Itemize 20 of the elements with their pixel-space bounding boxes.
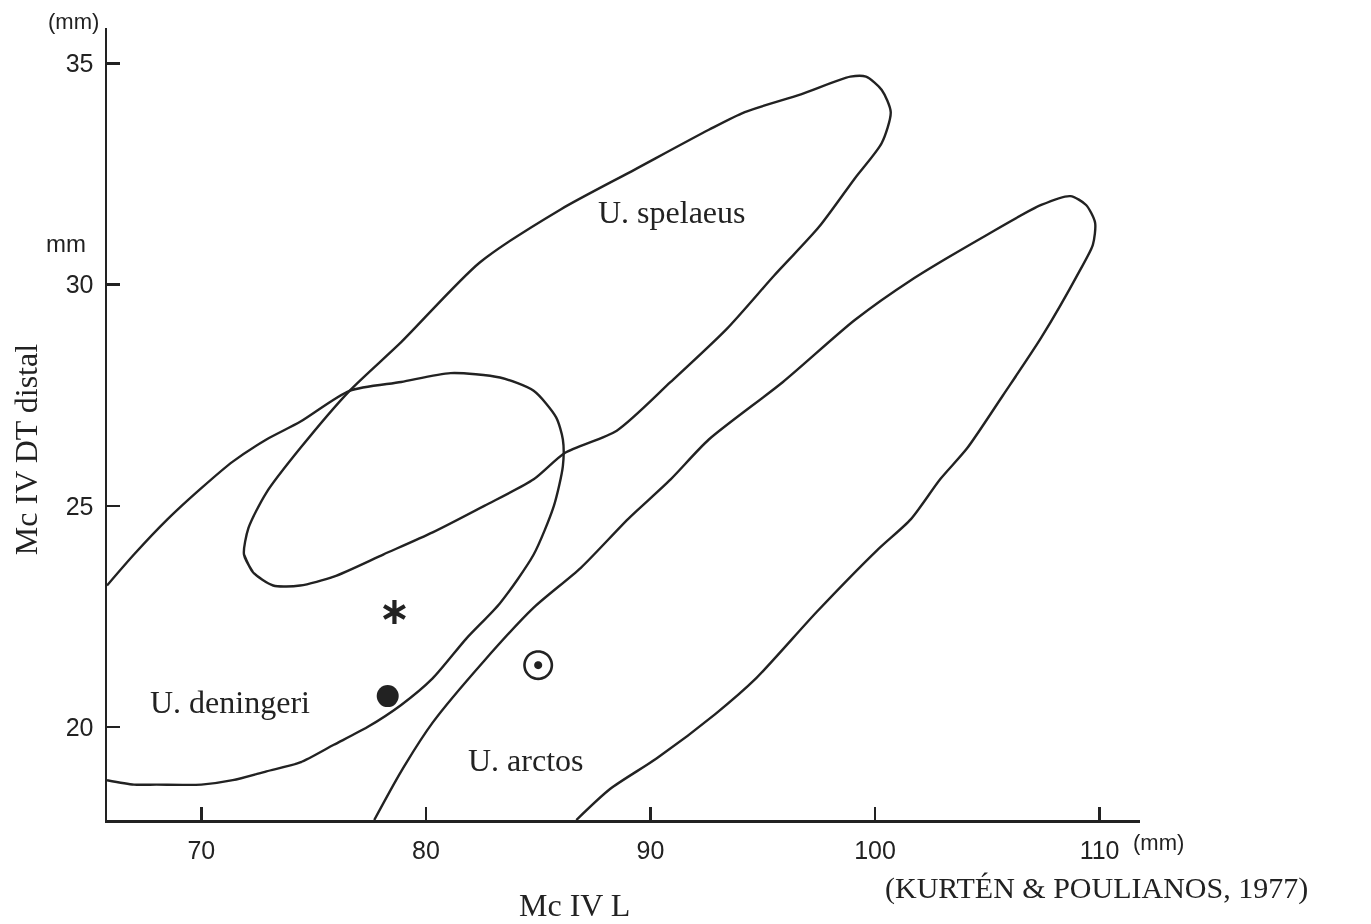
series-label: U. spelaeus	[598, 194, 746, 230]
point	[383, 600, 406, 625]
y-tick-label: 25	[65, 491, 94, 520]
y-axis-title: Mc IV DT distal	[7, 343, 44, 556]
text: mm	[46, 230, 86, 257]
series-label: U. arctos	[468, 742, 584, 778]
x-tick-label: 70	[187, 835, 216, 864]
text: (mm)	[48, 9, 100, 34]
y-tick-label: 35	[65, 49, 94, 78]
text: (mm)	[1133, 830, 1185, 855]
x-tick-label: 90	[636, 835, 665, 864]
point	[376, 685, 399, 708]
y-tick-label: 30	[65, 270, 94, 299]
text: (KURTÉN & POULIANOS, 1977)	[885, 871, 1309, 905]
y-tick-label: 20	[65, 712, 94, 741]
series-label: U. deningeri	[150, 684, 311, 720]
x-tick-label: 110	[1079, 835, 1120, 864]
x-tick-label: 100	[854, 835, 896, 864]
x-tick-label: 80	[411, 835, 440, 864]
x-axis-title: Mc IV L	[519, 887, 631, 923]
